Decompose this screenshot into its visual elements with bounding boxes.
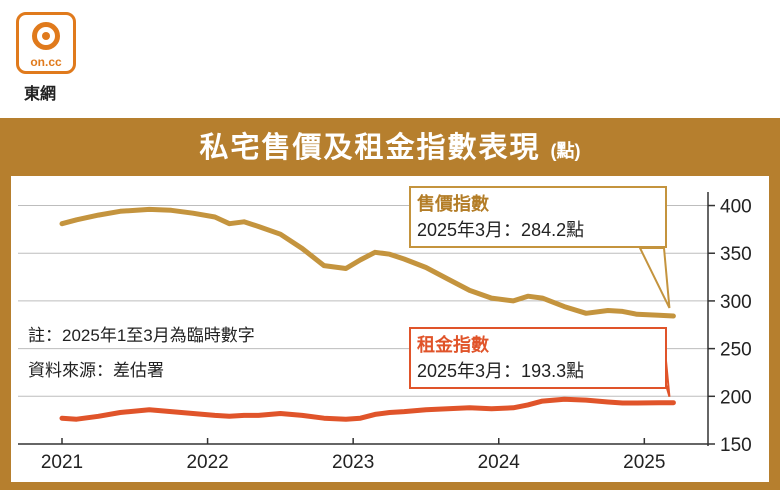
chart-source: 資料來源：差估署 — [28, 361, 164, 380]
chart-note: 註：2025年1至3月為臨時數字 — [28, 326, 255, 345]
logo: on.cc 東網 — [12, 10, 82, 103]
logo-ring-icon — [32, 22, 60, 50]
x-tick-label: 2021 — [41, 452, 83, 473]
logo-name: 東網 — [24, 86, 57, 103]
rent-callout-title: 租金指數 — [417, 335, 489, 355]
y-tick-label: 300 — [720, 292, 752, 313]
chart-unit: (點) — [550, 141, 581, 161]
sale-callout-pointer — [638, 247, 671, 309]
y-tick-label: 350 — [720, 244, 752, 265]
x-tick-label: 2022 — [186, 452, 228, 473]
rent-index-line — [59, 396, 676, 422]
y-tick-label: 250 — [720, 340, 752, 361]
y-tick-label: 400 — [720, 197, 752, 218]
rent-callout: 租金指數 2025年3月：193.3點 — [409, 327, 667, 389]
logo-brand: on.cc — [30, 55, 62, 69]
x-tick-label: 2025 — [623, 452, 665, 473]
rent-callout-value: 2025年3月：193.3點 — [417, 361, 585, 381]
x-tick-label: 2024 — [478, 452, 521, 473]
y-tick-label: 200 — [720, 387, 752, 408]
logo-badge: on.cc — [16, 12, 76, 74]
logo-dot-icon — [42, 32, 50, 40]
chart-title: 私宅售價及租金指數表現 (點) — [0, 124, 780, 166]
y-tick-label: 150 — [720, 435, 752, 456]
sale-callout-title: 售價指數 — [417, 194, 489, 214]
chart-title-text: 私宅售價及租金指數表現 — [199, 132, 541, 164]
sale-callout-value: 2025年3月：284.2點 — [417, 220, 585, 240]
sale-index-line — [59, 206, 676, 319]
sale-callout: 售價指數 2025年3月：284.2點 — [409, 186, 667, 248]
x-tick-label: 2023 — [332, 452, 374, 473]
